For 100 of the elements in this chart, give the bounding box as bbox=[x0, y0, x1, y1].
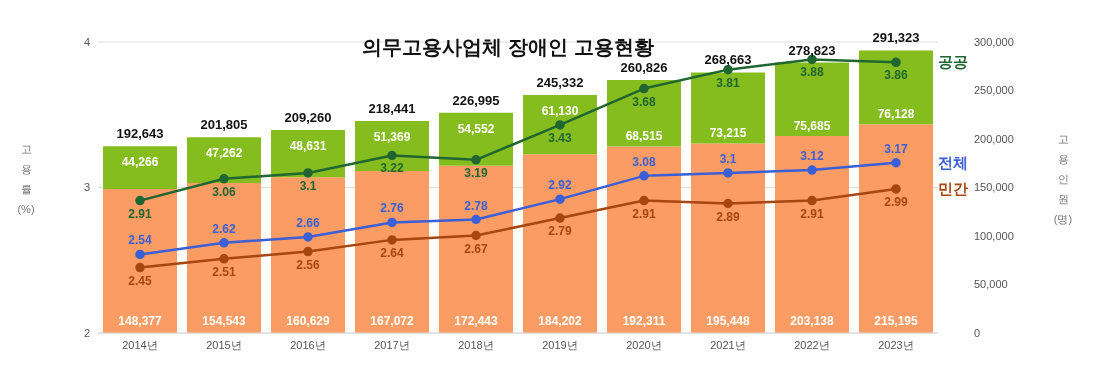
point bbox=[387, 150, 397, 161]
point bbox=[135, 262, 145, 273]
data-label: 2.51 bbox=[212, 264, 236, 279]
bar bbox=[187, 183, 261, 333]
total-label: 245,332 bbox=[536, 75, 584, 91]
data-label: 154,543 bbox=[202, 314, 247, 328]
point bbox=[555, 120, 565, 130]
data-label: 167,072 bbox=[370, 314, 415, 328]
point bbox=[303, 168, 313, 178]
data-label: 44,266 bbox=[121, 155, 159, 170]
data-label: 2.92 bbox=[548, 178, 572, 193]
y-tick-label: 3 bbox=[83, 181, 90, 194]
bar bbox=[607, 146, 681, 333]
y-axis-title: 고용률 (%) bbox=[17, 142, 35, 215]
x-tick-label: 2018년 bbox=[458, 338, 494, 351]
x-tick-label: 2019년 bbox=[542, 338, 578, 351]
bar bbox=[439, 112, 513, 166]
bar bbox=[187, 137, 261, 184]
total-label: 278,823 bbox=[788, 42, 836, 58]
total-label: 226,995 bbox=[452, 92, 500, 108]
point bbox=[219, 174, 229, 184]
point bbox=[555, 194, 565, 204]
point bbox=[639, 171, 649, 181]
data-label: 3.17 bbox=[884, 141, 908, 156]
bar bbox=[775, 62, 849, 136]
point bbox=[135, 195, 145, 206]
data-label: 3.08 bbox=[632, 154, 656, 169]
bar bbox=[523, 95, 597, 155]
point bbox=[219, 254, 229, 264]
data-label: 3.88 bbox=[800, 65, 824, 80]
data-label: 61,130 bbox=[541, 104, 579, 119]
data-label: 2.89 bbox=[716, 209, 740, 224]
data-label: 203,138 bbox=[790, 314, 835, 328]
data-label: 2.56 bbox=[296, 257, 320, 272]
y2-tick-label: 100,000 bbox=[974, 229, 1014, 242]
point bbox=[135, 249, 145, 260]
data-label: 2.54 bbox=[128, 233, 152, 248]
data-label: 3.81 bbox=[716, 75, 740, 90]
total-label: 201,805 bbox=[200, 117, 248, 133]
x-tick-label: 2015년 bbox=[206, 338, 242, 351]
data-label: 2.91 bbox=[800, 206, 824, 221]
data-label: 2.99 bbox=[884, 194, 908, 209]
bar bbox=[271, 130, 345, 178]
data-label: 3.19 bbox=[464, 165, 488, 180]
data-label: 2.67 bbox=[464, 241, 488, 256]
data-label: 160,629 bbox=[286, 314, 331, 328]
data-label: 3.68 bbox=[632, 94, 656, 109]
data-label: 3.1 bbox=[719, 151, 737, 166]
data-label: 2.62 bbox=[212, 221, 236, 236]
bar bbox=[355, 170, 429, 333]
bar bbox=[103, 189, 177, 333]
data-label: 75,685 bbox=[793, 118, 831, 133]
point bbox=[639, 195, 649, 206]
x-tick-label: 2021년 bbox=[710, 338, 746, 351]
data-label: 54,552 bbox=[457, 121, 495, 136]
point bbox=[807, 165, 817, 175]
point bbox=[219, 238, 229, 248]
chart-title: 의무고용사업체 장애인 고용현황 bbox=[362, 36, 654, 58]
point bbox=[471, 155, 481, 165]
data-label: 2.64 bbox=[380, 245, 404, 260]
data-label: 3.1 bbox=[299, 178, 317, 193]
data-label: 2.91 bbox=[128, 206, 152, 221]
bar bbox=[607, 80, 681, 147]
data-label: 192,311 bbox=[622, 314, 666, 328]
point bbox=[891, 57, 901, 68]
total-label: 260,826 bbox=[620, 60, 668, 75]
bar bbox=[691, 72, 765, 144]
y2-tick-label: 50,000 bbox=[974, 278, 1008, 291]
y2-tick-label: 250,000 bbox=[974, 84, 1014, 97]
bar bbox=[691, 143, 765, 333]
data-label: 73,215 bbox=[709, 126, 747, 141]
point bbox=[387, 217, 397, 228]
point bbox=[555, 213, 565, 223]
x-tick-label: 2020년 bbox=[626, 338, 662, 351]
data-label: 2.79 bbox=[548, 224, 572, 239]
data-label: 3.12 bbox=[800, 149, 824, 164]
point bbox=[723, 168, 733, 178]
data-label: 47,262 bbox=[205, 146, 243, 161]
data-label: 148,377 bbox=[118, 314, 163, 328]
data-label: 2.66 bbox=[296, 215, 320, 230]
total-label: 218,441 bbox=[368, 101, 416, 117]
bar bbox=[775, 135, 849, 333]
x-tick-label: 2022년 bbox=[794, 338, 830, 351]
bar bbox=[523, 154, 597, 333]
y2-tick-label: 150,000 bbox=[974, 181, 1014, 194]
bar bbox=[271, 177, 345, 333]
text: 민간 bbox=[938, 179, 968, 197]
point bbox=[891, 158, 901, 168]
y2-tick-label: 0 bbox=[974, 326, 981, 339]
total-label: 209,260 bbox=[284, 110, 332, 126]
data-label: 195,448 bbox=[706, 314, 751, 328]
x-tick-label: 2016년 bbox=[290, 338, 326, 351]
point bbox=[303, 232, 313, 242]
point bbox=[303, 246, 313, 257]
data-label: 3.86 bbox=[884, 68, 908, 83]
data-label: 172,443 bbox=[454, 314, 499, 328]
text: 전체 bbox=[938, 153, 968, 171]
y-tick-label: 2 bbox=[83, 326, 90, 339]
data-label: 51,369 bbox=[373, 130, 411, 145]
total-label: 192,643 bbox=[116, 126, 164, 142]
